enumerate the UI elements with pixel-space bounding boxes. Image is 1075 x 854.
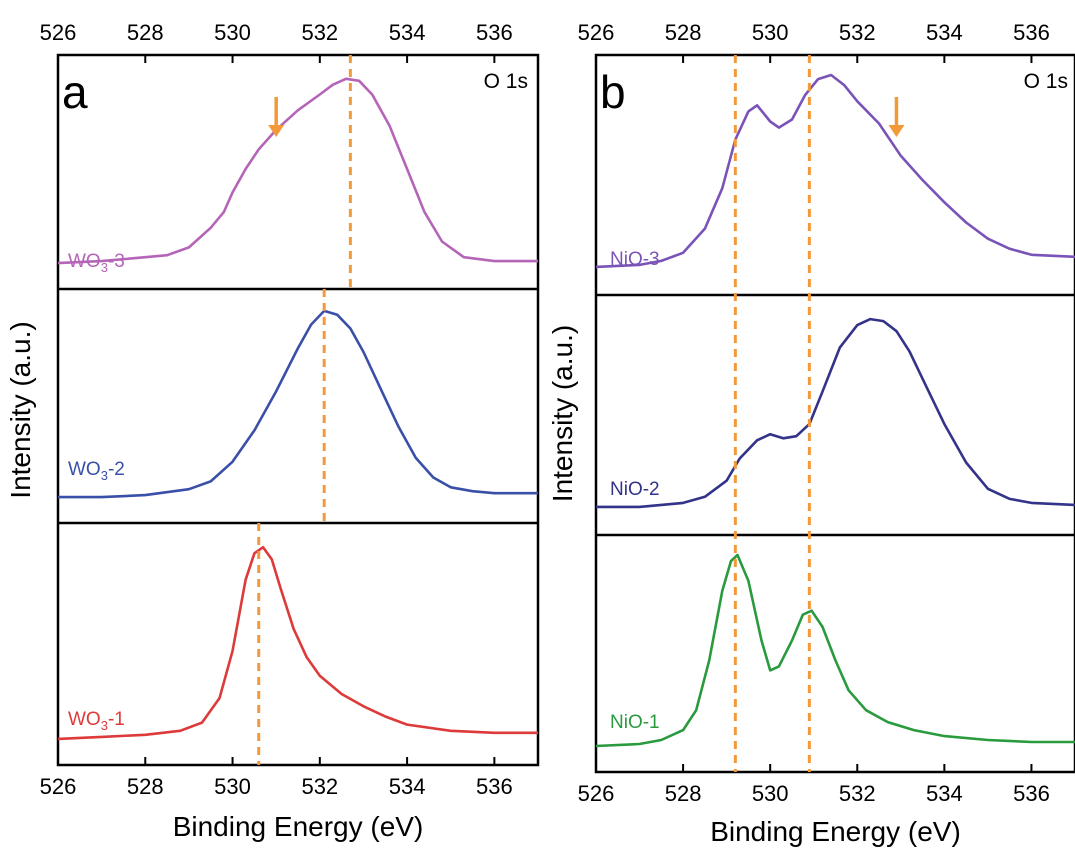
tick-label-bottom: 534 <box>389 774 426 799</box>
series-label-suffix: -3 <box>108 251 125 272</box>
tick-label-top: 532 <box>301 20 338 45</box>
tick-label-bottom: 526 <box>40 774 77 799</box>
panel-letter: b <box>600 66 626 118</box>
series-label-subscript: 3 <box>101 718 108 733</box>
tick-label-bottom: 530 <box>752 781 789 806</box>
tick-label-top: 528 <box>665 20 702 45</box>
spectrum-line-WO3-2 <box>58 309 538 499</box>
tick-label-top: 526 <box>578 20 615 45</box>
series-label-main: WO <box>68 459 101 480</box>
spectrum-line-NiO-2 <box>596 317 1075 509</box>
core-level-label: O 1s <box>1024 70 1068 93</box>
tick-label-top: 528 <box>127 20 164 45</box>
tick-label-bottom: 528 <box>127 774 164 799</box>
tick-label-top: 534 <box>926 20 963 45</box>
tick-label-bottom: 536 <box>1013 781 1050 806</box>
series-label: WO3-1 <box>68 709 125 733</box>
y-axis-title: Intensity (a.u.) <box>5 321 36 498</box>
series-label: WO3-3 <box>68 251 125 275</box>
tick-label-top: 534 <box>389 20 426 45</box>
series-label-main: NiO-1 <box>610 712 660 733</box>
tick-label-bottom: 534 <box>926 781 963 806</box>
panel-b: 526 526 528 528 530 530 532 532 534 534 536 536 Bind… <box>547 20 1075 847</box>
series-label-suffix: -2 <box>108 459 125 480</box>
tick-label-top: 526 <box>40 20 77 45</box>
series-label-main: WO <box>68 709 101 730</box>
spectrum-line-WO3-3 <box>57 77 538 265</box>
panel-letter: a <box>62 66 88 118</box>
series-label-main: NiO-2 <box>610 479 660 500</box>
x-axis-title: Binding Energy (eV) <box>173 811 424 842</box>
panel-a: 526 526 528 528 530 530 532 532 534 534 536 536 Bind… <box>5 20 540 842</box>
series-label: NiO-2 <box>610 479 660 500</box>
x-axis-title: Binding Energy (eV) <box>710 816 961 847</box>
tick-label-bottom: 530 <box>214 774 251 799</box>
y-axis-title: Intensity (a.u.) <box>547 325 578 502</box>
series-label: NiO-3 <box>610 249 660 270</box>
tick-label-bottom: 526 <box>578 781 615 806</box>
series-label: WO3-2 <box>68 459 125 483</box>
tick-label-top: 532 <box>839 20 876 45</box>
core-level-label: O 1s <box>484 70 528 93</box>
tick-label-top: 536 <box>1013 20 1050 45</box>
spectrum-line-WO3-1 <box>57 545 538 741</box>
tick-label-bottom: 528 <box>665 781 702 806</box>
plot-frame <box>56 53 540 767</box>
tick-label-bottom: 536 <box>476 774 513 799</box>
tick-label-top: 530 <box>752 20 789 45</box>
series-label-main: NiO-3 <box>610 249 660 270</box>
series-label-main: WO <box>68 251 101 272</box>
tick-label-top: 536 <box>476 20 513 45</box>
series-label-subscript: 3 <box>101 260 108 275</box>
spectrum-line-NiO-3 <box>595 73 1075 269</box>
tick-label-top: 530 <box>214 20 251 45</box>
series-label-subscript: 3 <box>101 468 108 483</box>
tick-label-bottom: 532 <box>301 774 338 799</box>
tick-label-bottom: 532 <box>839 781 876 806</box>
plot-frame <box>594 53 1075 774</box>
series-label: NiO-1 <box>610 712 660 733</box>
spectrum-line-NiO-1 <box>595 553 1075 748</box>
down-arrow-icon <box>268 125 285 137</box>
series-label-suffix: -1 <box>108 709 125 730</box>
down-arrow-icon <box>888 125 905 137</box>
